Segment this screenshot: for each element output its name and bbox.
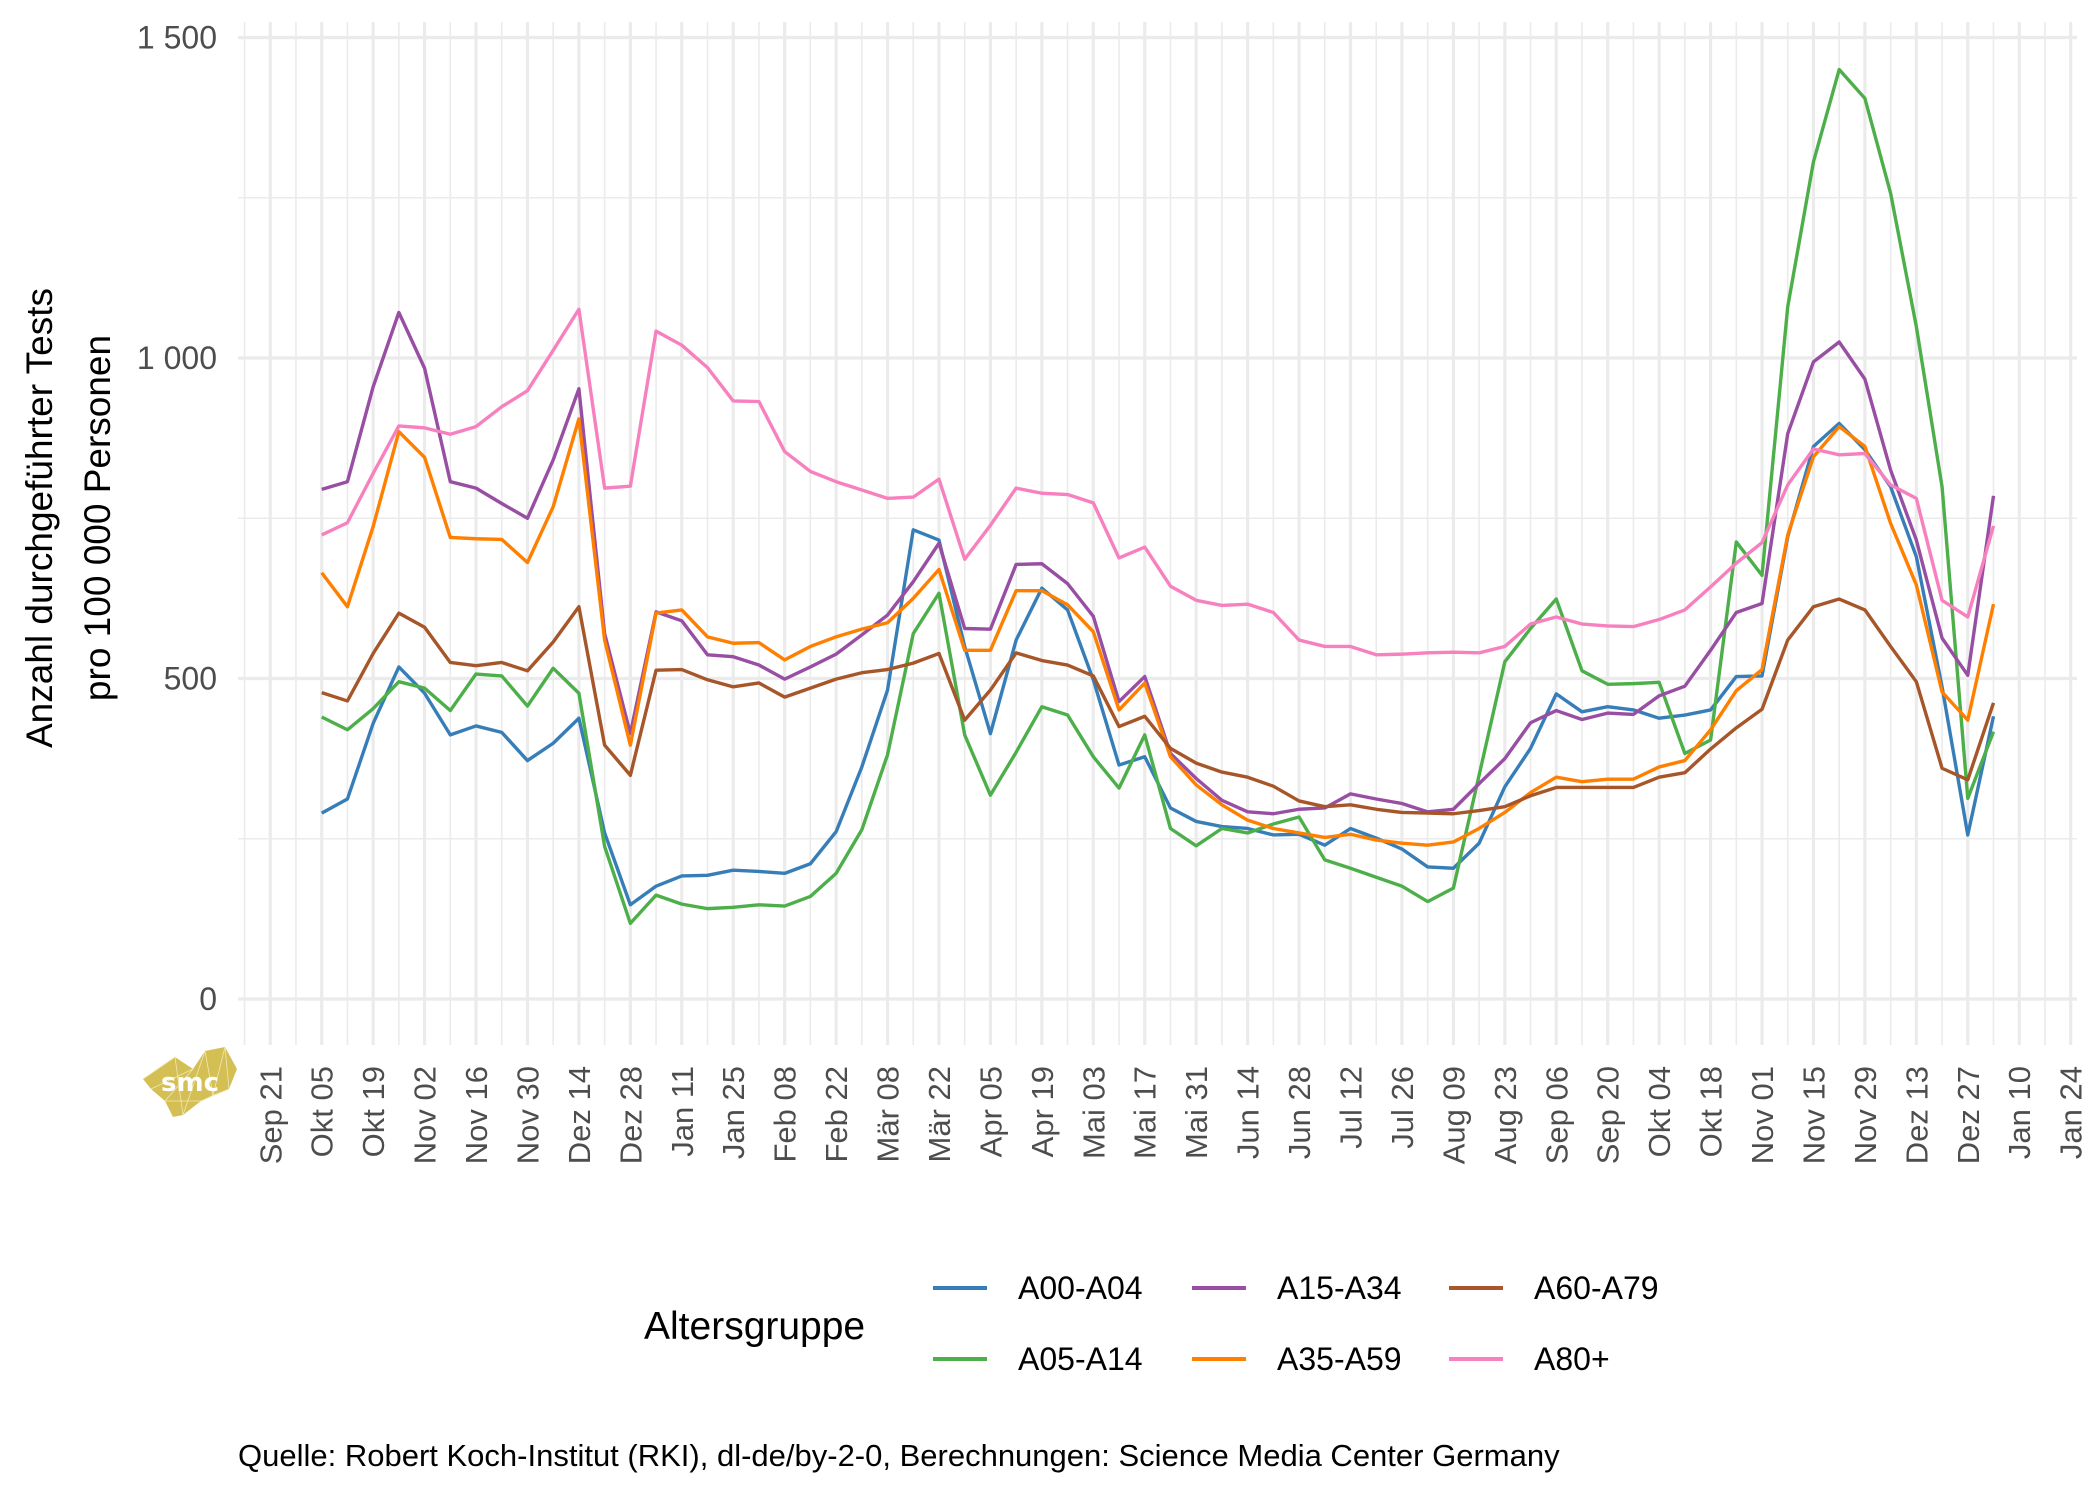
y-axis-title: Anzahl durchgeführter Tests pro 100 000 … (19, 288, 118, 748)
x-tick-label: Nov 29 (1848, 1066, 1883, 1164)
x-tick-label: Dez 28 (613, 1066, 648, 1164)
x-tick-label: Nov 15 (1796, 1066, 1831, 1164)
x-axis-ticks: Sep 21 Okt 05 Okt 19 Nov 02 Nov 16 Nov 30 Dez … (253, 1066, 2088, 1164)
x-tick-label: Okt 04 (1642, 1066, 1677, 1157)
x-tick-label: Jun 14 (1231, 1066, 1266, 1159)
legend-title: Altersgruppe (644, 1305, 865, 1348)
legend-label: A05-A14 (1018, 1341, 1143, 1377)
x-tick-label: Jan 24 (2054, 1066, 2089, 1159)
y-tick-label: 500 (164, 661, 217, 697)
x-tick-label: Jan 10 (2002, 1066, 2037, 1159)
x-tick-label: Okt 18 (1694, 1066, 1729, 1157)
y-axis-title-line-2: pro 100 000 Personen (77, 335, 118, 701)
x-tick-label: Feb 22 (819, 1066, 854, 1163)
x-tick-label: Nov 30 (510, 1066, 545, 1164)
x-tick-label: Okt 05 (305, 1066, 340, 1157)
x-tick-label: Nov 01 (1745, 1066, 1780, 1164)
x-tick-label: Mai 31 (1179, 1066, 1214, 1159)
legend-label: A00-A04 (1018, 1270, 1143, 1306)
x-tick-label: Sep 21 (253, 1066, 288, 1164)
grid (238, 22, 2077, 1045)
x-tick-label: Jan 11 (665, 1066, 700, 1157)
x-tick-label: Mai 03 (1076, 1066, 1111, 1159)
legend-item: A80+ (1449, 1341, 1610, 1377)
x-tick-label: Apr 19 (1025, 1066, 1060, 1157)
smc-logo: smc (142, 1046, 237, 1117)
y-axis-title-line-1: Anzahl durchgeführter Tests (19, 288, 60, 748)
x-tick-label: Apr 05 (973, 1066, 1008, 1157)
legend-label: A15-A34 (1277, 1270, 1402, 1306)
series-line-a15-a34 (321, 310, 1996, 816)
y-axis-ticks: 0 500 1 000 1 500 (137, 20, 217, 1018)
x-tick-label: Mär 08 (871, 1066, 906, 1162)
series-line-a80- (320, 307, 1996, 657)
legend-item: A15-A34 (1192, 1270, 1402, 1306)
x-tick-label: Dez 13 (1899, 1066, 1934, 1164)
legend-label: A60-A79 (1534, 1270, 1659, 1306)
legend-item: A35-A59 (1192, 1341, 1402, 1377)
series-line-a60-a79 (321, 597, 1996, 816)
x-tick-label: Jul 12 (1334, 1066, 1369, 1149)
caption: Quelle: Robert Koch-Institut (RKI), dl-d… (238, 1438, 1560, 1473)
x-tick-label: Aug 23 (1488, 1066, 1523, 1164)
legend-label: A35-A59 (1277, 1341, 1402, 1377)
x-tick-label: Feb 08 (768, 1066, 803, 1163)
legend: Altersgruppe A00-A04 A15-A34 A60-A79 A05-A1… (644, 1270, 1659, 1377)
x-tick-label: Sep 06 (1539, 1066, 1574, 1164)
x-tick-label: Mai 17 (1128, 1066, 1163, 1159)
legend-item: A05-A14 (933, 1341, 1143, 1377)
x-tick-label: Sep 20 (1591, 1066, 1626, 1164)
smc-logo-mesh (142, 1046, 230, 1116)
series-line-a35-a59 (320, 417, 1996, 847)
x-tick-label: Nov 02 (408, 1066, 443, 1164)
x-tick-label: Nov 16 (459, 1066, 494, 1164)
x-tick-label: Jan 25 (716, 1066, 751, 1159)
x-tick-label: Aug 09 (1436, 1066, 1471, 1164)
legend-item: A60-A79 (1449, 1270, 1659, 1306)
x-tick-label: Dez 14 (562, 1066, 597, 1164)
smc-logo-text: smc (161, 1068, 219, 1098)
series-line-a00-a04 (320, 421, 1996, 907)
x-tick-label: Jul 26 (1385, 1066, 1420, 1149)
series-layer (320, 67, 1996, 926)
legend-label: A80+ (1534, 1341, 1610, 1377)
x-tick-label: Mär 22 (922, 1066, 957, 1162)
x-tick-label: Jun 28 (1282, 1066, 1317, 1159)
series-line-a05-a14 (320, 67, 1996, 926)
y-tick-label: 1 500 (137, 20, 217, 56)
x-tick-label: Okt 19 (356, 1066, 391, 1157)
y-tick-label: 0 (199, 981, 217, 1017)
x-tick-label: Dez 27 (1951, 1066, 1986, 1164)
legend-item: A00-A04 (933, 1270, 1143, 1306)
y-tick-label: 1 000 (137, 340, 217, 376)
